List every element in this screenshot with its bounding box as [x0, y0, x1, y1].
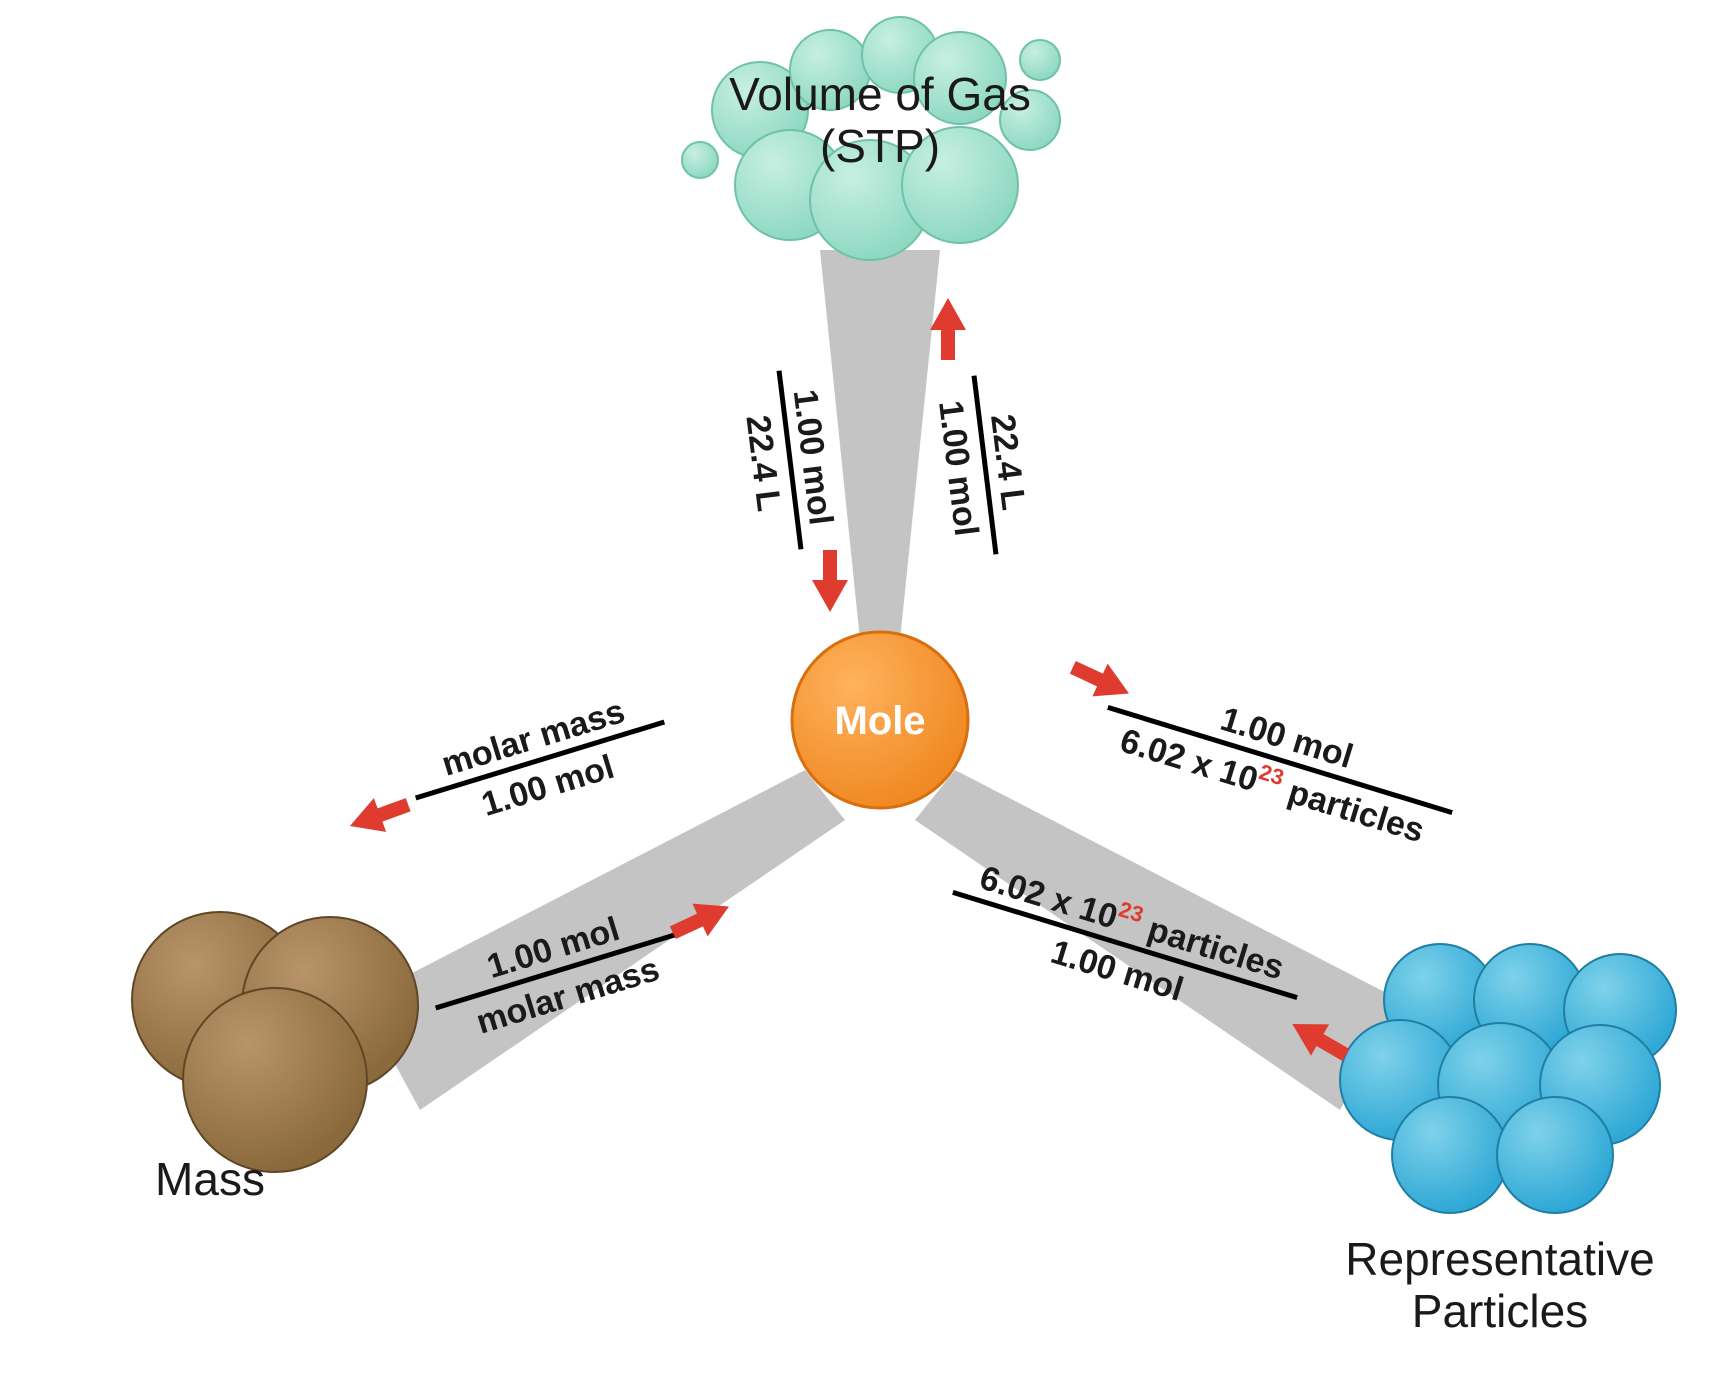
sphere-gas-8 — [682, 142, 718, 178]
conversion-gas-to-mole: 1.00 mol22.4 L — [733, 366, 842, 555]
sphere-particles-7 — [1497, 1097, 1613, 1213]
svg-text:22.4 L: 22.4 L — [738, 413, 787, 513]
sphere-particles-6 — [1392, 1097, 1508, 1213]
conversion-mole-to-mass: molar mass1.00 mol — [403, 682, 677, 842]
arrow-mole-to-mass — [344, 788, 415, 843]
center-label: Mole — [834, 699, 925, 743]
arrow-mole-to-gas — [930, 298, 966, 360]
mole-concept-diagram: Mole 1.00 mol22.4 L 22.4 L1.00 mol molar m… — [0, 0, 1734, 1396]
arrow-particles-to-mole — [1065, 651, 1136, 710]
conversion-mole-to-gas: 22.4 L1.00 mol — [928, 371, 1037, 560]
label-mass: Mass — [155, 1153, 265, 1205]
arrow-gas-to-mole — [812, 550, 848, 612]
label-particles: RepresentativeParticles — [1345, 1233, 1654, 1337]
cluster-mass — [132, 912, 418, 1172]
conversion-particles-to-mole: 1.00 mol6.02 x 1023 particles — [1094, 667, 1464, 856]
sphere-mass-2 — [183, 988, 367, 1172]
cluster-particles — [1340, 944, 1676, 1213]
